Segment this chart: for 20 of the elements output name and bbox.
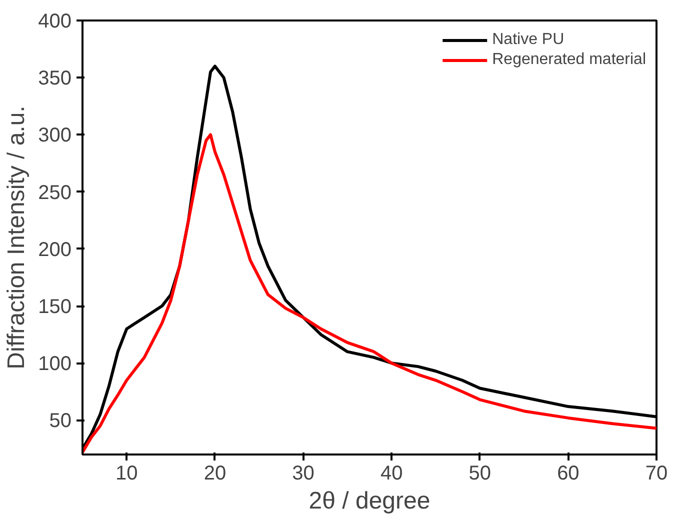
y-tick-label: 150 (38, 296, 72, 318)
y-tick-label: 250 (38, 182, 72, 204)
y-tick-label: 50 (49, 410, 72, 432)
x-tick-label: 40 (380, 462, 403, 484)
x-tick-label: 50 (468, 462, 492, 484)
y-tick-label: 400 (38, 10, 72, 32)
y-tick-label: 200 (38, 238, 72, 261)
line-series (82, 133, 656, 454)
x-tick-label: 30 (292, 462, 314, 484)
legend-label: Native PU (492, 31, 564, 49)
x-tick-label: 70 (645, 462, 668, 484)
x-tick-label: 20 (204, 462, 226, 484)
y-tick-label: 300 (38, 124, 72, 147)
x-axis-title: 2θ / degree (308, 488, 430, 514)
x-tick-label: 60 (557, 462, 580, 484)
y-tick-label: 350 (38, 68, 72, 90)
y-axis-title: Diffraction Intensity / a.u. (3, 106, 30, 370)
y-tick-label: 100 (38, 353, 72, 376)
legend-label: Regenerated material (492, 51, 646, 69)
x-tick-label: 10 (116, 462, 138, 484)
